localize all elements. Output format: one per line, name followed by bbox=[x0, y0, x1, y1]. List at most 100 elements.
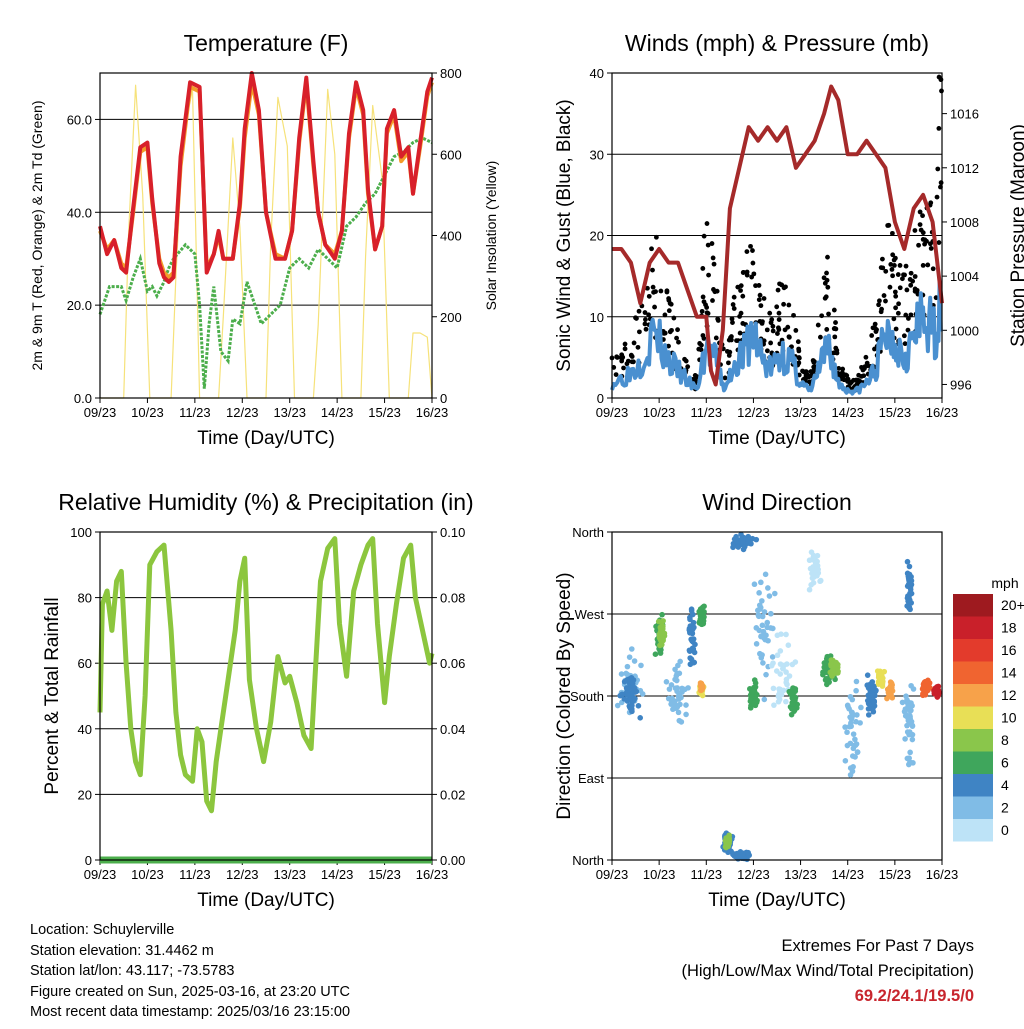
gust-point bbox=[891, 316, 897, 322]
direction-point bbox=[765, 585, 771, 591]
gust-point bbox=[836, 366, 842, 371]
series-line-relative-humidity bbox=[97, 536, 435, 814]
direction-point bbox=[624, 663, 631, 670]
direction-point bbox=[661, 630, 668, 637]
y-right-tick-label: 400 bbox=[440, 229, 462, 244]
x-tick-label: 15/23 bbox=[368, 405, 401, 420]
legend-swatch bbox=[953, 639, 993, 662]
y-tick-label: 80 bbox=[78, 591, 92, 606]
gust-point bbox=[731, 306, 737, 311]
direction-point bbox=[626, 654, 633, 660]
y-right-tick-label: 0.02 bbox=[440, 787, 465, 802]
gust-point bbox=[920, 263, 926, 268]
direction-point bbox=[785, 642, 792, 648]
direction-point bbox=[792, 659, 799, 665]
gust-point bbox=[928, 246, 934, 251]
direction-point bbox=[853, 678, 860, 685]
direction-point bbox=[679, 689, 685, 695]
direction-point bbox=[673, 704, 680, 711]
gust-point bbox=[770, 328, 776, 334]
direction-point bbox=[850, 764, 856, 770]
direction-point bbox=[784, 681, 790, 688]
gust-point bbox=[636, 308, 642, 314]
gust-point bbox=[811, 359, 817, 365]
gust-point bbox=[750, 248, 755, 253]
y-tick-label: 100 bbox=[70, 525, 92, 540]
direction-point bbox=[824, 681, 830, 688]
direction-point bbox=[762, 571, 769, 578]
gust-point bbox=[705, 242, 711, 248]
station-info: Location: Schuylerville Station elevatio… bbox=[30, 920, 350, 1023]
x-tick-label: 12/23 bbox=[226, 405, 259, 420]
gust-point bbox=[649, 246, 654, 252]
y-tick-label: 40 bbox=[590, 66, 604, 81]
y-tick-label: 10 bbox=[590, 310, 604, 325]
legend-swatch bbox=[953, 594, 993, 617]
series-line-dewpoint bbox=[98, 136, 433, 389]
direction-point bbox=[889, 694, 896, 701]
direction-point bbox=[750, 688, 756, 695]
gust-point bbox=[900, 276, 905, 282]
gust-point bbox=[737, 330, 743, 336]
y-right-tick-label: 1008 bbox=[950, 215, 979, 230]
gust-point bbox=[738, 283, 744, 289]
direction-point bbox=[864, 672, 871, 678]
gust-point bbox=[764, 348, 770, 354]
gust-point bbox=[920, 230, 926, 236]
gust-point bbox=[912, 228, 918, 233]
direction-point bbox=[698, 611, 704, 618]
gust-point bbox=[624, 361, 630, 367]
y-tick-label: North bbox=[572, 525, 604, 540]
direction-point bbox=[748, 694, 755, 700]
legend-label: 10 bbox=[1001, 710, 1017, 726]
y-right-tick-label: 0.00 bbox=[440, 853, 465, 868]
direction-point bbox=[909, 722, 916, 729]
gust-point bbox=[726, 360, 731, 366]
series-line-sonic-wind bbox=[610, 280, 943, 396]
gust-point bbox=[831, 326, 837, 332]
direction-point bbox=[764, 619, 771, 626]
gust-point bbox=[934, 194, 940, 200]
gust-point bbox=[895, 310, 901, 316]
y-axis-label: Percent & Total Rainfall bbox=[42, 597, 63, 794]
y-tick-label: 40 bbox=[78, 722, 92, 737]
direction-point bbox=[853, 718, 859, 725]
direction-point bbox=[697, 616, 704, 623]
direction-point bbox=[773, 668, 780, 674]
gust-point bbox=[890, 252, 896, 258]
y-tick-label: 0 bbox=[85, 853, 92, 868]
gust-point bbox=[761, 338, 767, 344]
direction-point bbox=[735, 544, 742, 550]
gust-point bbox=[796, 346, 802, 352]
direction-point bbox=[762, 636, 769, 643]
direction-point bbox=[688, 656, 695, 663]
gust-point bbox=[662, 312, 668, 318]
direction-point bbox=[621, 696, 628, 702]
direction-point bbox=[699, 682, 706, 689]
direction-point bbox=[697, 606, 704, 612]
direction-point bbox=[685, 685, 691, 691]
x-tick-label: 13/23 bbox=[784, 405, 817, 420]
gust-point bbox=[825, 284, 831, 290]
gust-point bbox=[774, 304, 780, 310]
gust-point bbox=[874, 327, 879, 333]
gust-point bbox=[872, 321, 878, 327]
gust-point bbox=[650, 284, 656, 290]
direction-point bbox=[853, 741, 860, 747]
gust-point bbox=[893, 305, 899, 311]
legend-swatch bbox=[953, 706, 993, 729]
direction-point bbox=[870, 692, 877, 698]
direction-point bbox=[753, 641, 760, 647]
gust-point bbox=[738, 310, 744, 316]
legend-label: 6 bbox=[1001, 755, 1009, 771]
direction-point bbox=[835, 668, 841, 675]
x-tick-label: 09/23 bbox=[596, 867, 629, 882]
x-tick-label: 12/23 bbox=[737, 405, 770, 420]
direction-point bbox=[864, 682, 871, 689]
direction-point bbox=[806, 586, 813, 593]
gust-point bbox=[895, 272, 901, 277]
gust-point bbox=[756, 283, 762, 288]
direction-point bbox=[783, 698, 789, 705]
gust-point bbox=[925, 262, 931, 268]
